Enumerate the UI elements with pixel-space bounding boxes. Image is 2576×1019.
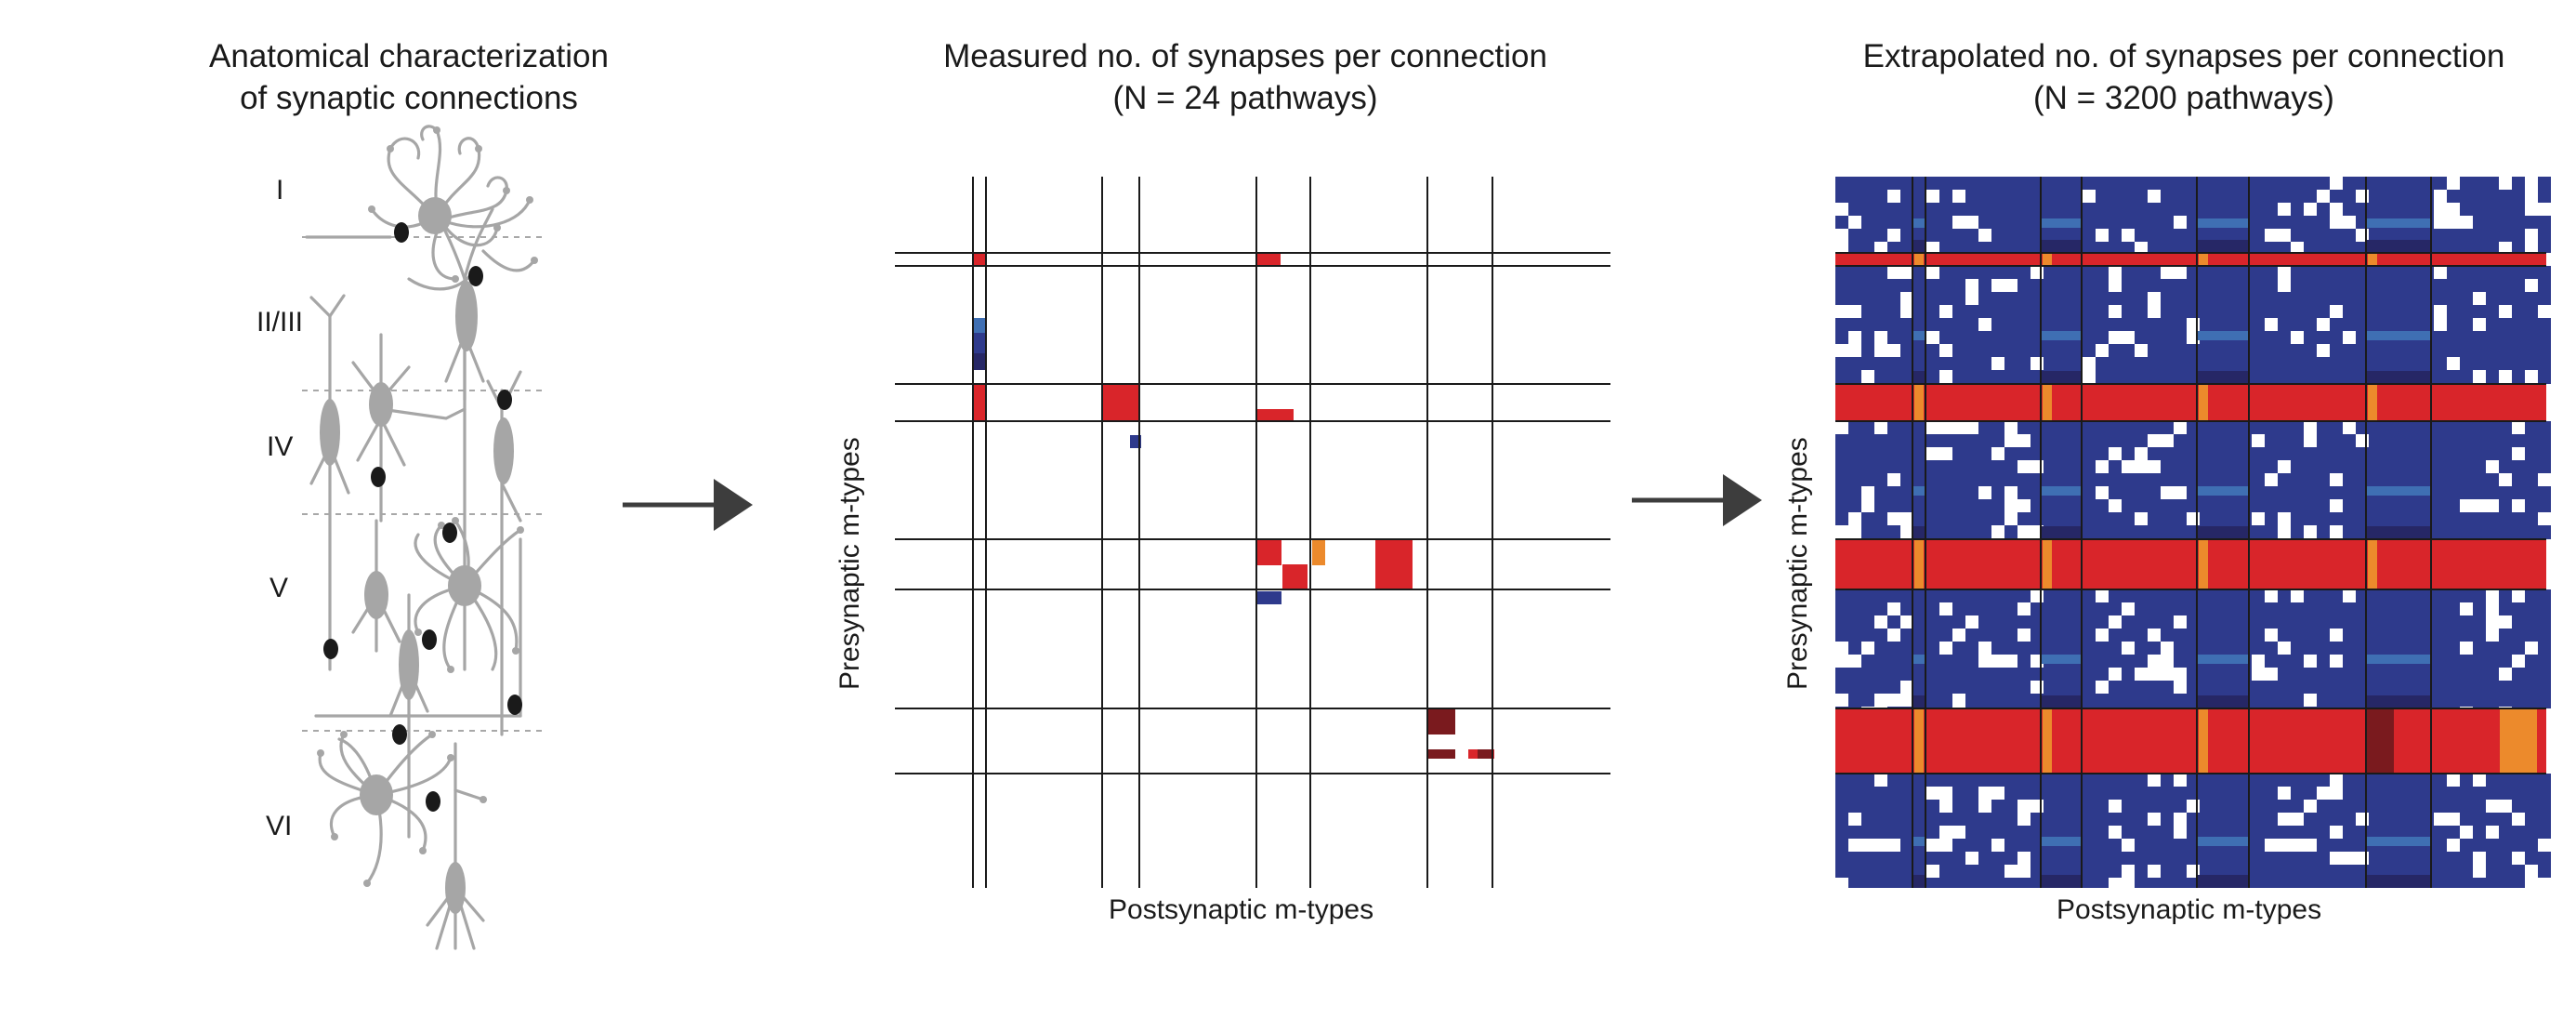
right-x-axis-label: Postsynaptic m-types	[2057, 894, 2322, 925]
middle-x-axis-label: Postsynaptic m-types	[1109, 894, 1374, 925]
layer-label-6: VI	[266, 811, 293, 841]
arrow-icon	[1632, 474, 1762, 526]
right-y-axis-label: Presynaptic m-types	[1782, 437, 1813, 690]
layer-label-4: IV	[267, 431, 294, 462]
left-panel-title: Anatomical characterization of synaptic …	[209, 38, 609, 116]
middle-panel-title: Measured no. of synapses per connection …	[943, 38, 1547, 116]
layer-label-2-3: II/III	[256, 307, 304, 337]
layer-label-1: I	[276, 175, 284, 205]
arrow-icon	[623, 479, 753, 531]
right-panel-title: Extrapolated no. of synapses per connect…	[1862, 38, 2505, 116]
layer-label-5: V	[269, 573, 289, 603]
